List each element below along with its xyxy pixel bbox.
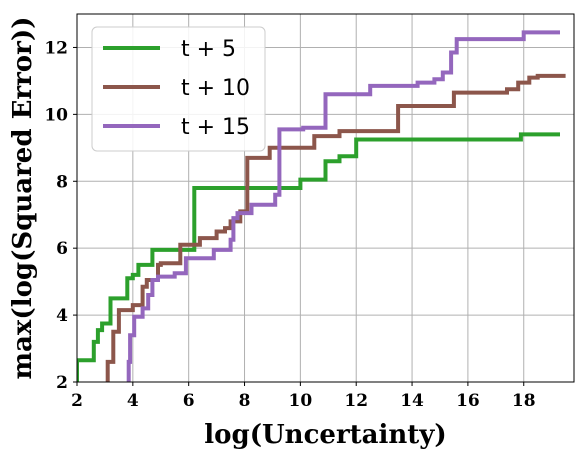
series-line-3 bbox=[126, 30, 560, 382]
x-tick-label: 10 bbox=[289, 391, 313, 411]
y-tick-label: 10 bbox=[44, 105, 68, 125]
legend: t + 5 t + 10 t + 15 bbox=[91, 26, 266, 152]
x-tick-label: 4 bbox=[127, 391, 139, 411]
x-axis-title: log(Uncertainty) bbox=[204, 420, 446, 450]
series-line-2 bbox=[105, 73, 566, 382]
legend-label-2: t + 10 bbox=[181, 76, 250, 101]
y-tick-label: 12 bbox=[44, 38, 68, 58]
plot-frame bbox=[76, 13, 575, 383]
x-axis: 2 4 6 8 10 12 14 16 18 bbox=[71, 382, 536, 411]
legend-label-1: t + 5 bbox=[181, 37, 236, 62]
legend-label-3: t + 15 bbox=[181, 115, 250, 140]
x-tick-label: 8 bbox=[239, 391, 251, 411]
x-tick-label: 14 bbox=[400, 391, 424, 411]
y-axis-title: max(log(Squared Error)) bbox=[8, 17, 38, 380]
y-tick-label: 6 bbox=[56, 239, 68, 259]
legend-box bbox=[91, 26, 266, 152]
x-tick-label: 12 bbox=[344, 391, 368, 411]
series-layer bbox=[77, 30, 566, 382]
x-tick-label: 18 bbox=[512, 391, 536, 411]
legend-items: t + 5 t + 10 t + 15 bbox=[103, 37, 250, 140]
x-tick-label: 6 bbox=[183, 391, 195, 411]
y-tick-label: 2 bbox=[56, 373, 68, 393]
x-tick-label: 16 bbox=[456, 391, 480, 411]
y-tick-label: 4 bbox=[56, 306, 68, 326]
x-tick-label: 2 bbox=[71, 391, 83, 411]
y-tick-label: 8 bbox=[56, 172, 68, 192]
y-axis: 2 4 6 8 10 12 bbox=[44, 38, 77, 393]
series-line-1 bbox=[77, 132, 560, 382]
